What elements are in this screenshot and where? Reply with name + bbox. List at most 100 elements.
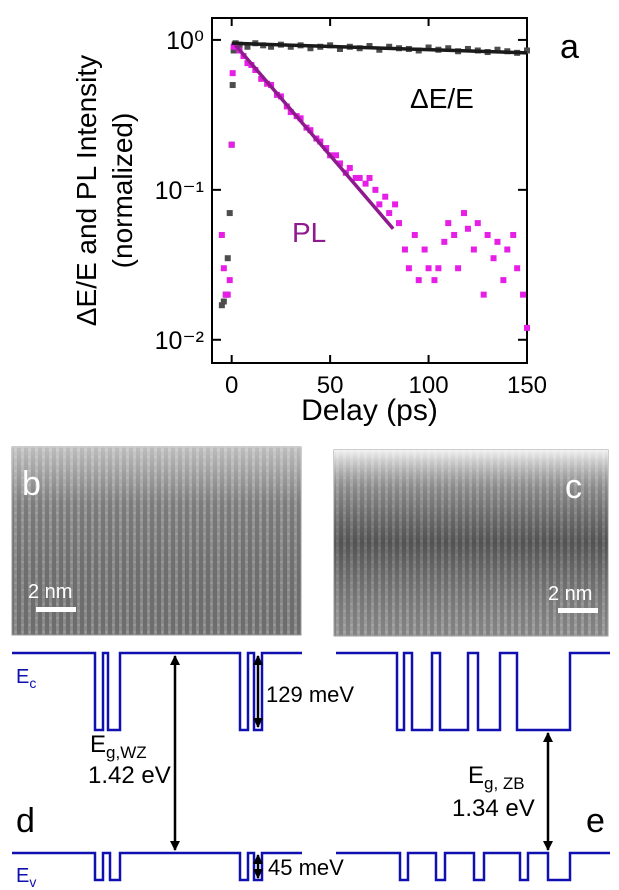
point (464, 45, 471, 52)
series-label: PL (292, 217, 326, 248)
point (376, 201, 383, 208)
point (494, 238, 501, 245)
y-axis-title: (normalized) (107, 113, 138, 269)
valence-band-zb (336, 851, 610, 882)
point (425, 44, 432, 51)
point (401, 246, 408, 253)
y-axis-title: ΔE/E and PL Intensity (71, 55, 102, 326)
point (356, 174, 363, 181)
point (224, 291, 231, 298)
subscript: c (29, 675, 36, 691)
subscript: v (29, 874, 36, 890)
scale-label: 2 nm (548, 583, 592, 605)
cb-offset: 129 meV (266, 682, 354, 707)
scale-label: 2 nm (28, 581, 72, 603)
subscript: g, ZB (484, 774, 525, 793)
x-tick-label: 100 (409, 372, 449, 399)
y-tick-label: 10⁻² (155, 327, 204, 355)
point (346, 164, 353, 171)
point (268, 43, 275, 50)
point (362, 180, 369, 187)
point (226, 210, 233, 217)
point (307, 45, 314, 52)
conduction-band-zb (336, 651, 610, 732)
fit-line (231, 41, 528, 55)
gap-label: Eg,WZ (90, 731, 147, 762)
point (336, 160, 343, 167)
panel-label: e (586, 802, 605, 840)
point (228, 141, 235, 148)
vb-offset: 45 meV (268, 855, 344, 880)
point (445, 220, 452, 227)
point (386, 210, 393, 217)
point (323, 145, 330, 152)
point (445, 45, 452, 52)
point (218, 231, 225, 238)
point (220, 265, 227, 272)
point (524, 47, 530, 54)
point (474, 220, 481, 227)
point (405, 265, 412, 272)
ec-label: Ec (16, 666, 36, 691)
gap-value: 1.42 eV (88, 762, 171, 789)
point (218, 302, 225, 309)
point (431, 277, 438, 284)
point (520, 291, 527, 298)
point (435, 265, 442, 272)
point (352, 174, 359, 181)
x-tick-label: 50 (317, 372, 344, 399)
point (297, 115, 304, 122)
gap-label: Eg, ZB (468, 762, 525, 793)
panel-label: d (16, 802, 35, 840)
series-label: ΔE/E (410, 83, 474, 114)
point (224, 255, 231, 262)
symbol: E (468, 762, 484, 789)
point (229, 82, 236, 89)
x-axis-title: Delay (ps) (301, 394, 438, 427)
point (514, 265, 521, 272)
subscript: g,WZ (106, 743, 147, 762)
panel-label: c (565, 468, 582, 506)
point (333, 152, 340, 159)
point (244, 43, 251, 50)
plot-frame (211, 17, 528, 364)
point (455, 265, 462, 272)
point (510, 231, 517, 238)
point (500, 277, 507, 284)
ev-label: Ev (16, 865, 36, 890)
point (470, 246, 477, 253)
point (494, 46, 501, 53)
point (229, 70, 236, 77)
point (441, 238, 448, 245)
point (244, 60, 251, 67)
point (226, 277, 233, 284)
panel-label: b (22, 465, 41, 503)
band-diagram: Ec Ev 129 meV 45 meV Eg,WZ 1.42 eV Eg, Z… (12, 651, 610, 890)
point (336, 45, 343, 52)
point (484, 231, 491, 238)
symbol: E (90, 731, 106, 758)
valence-band-wz (12, 851, 302, 882)
y-tick-label: 10⁰ (166, 27, 204, 55)
point (490, 255, 497, 262)
gap-value: 1.34 eV (452, 795, 535, 822)
conduction-band-wz (12, 651, 302, 732)
x-tick-label: 0 (225, 372, 238, 399)
point (411, 231, 418, 238)
symbol: E (16, 865, 29, 887)
scale-bar (558, 608, 598, 613)
point (480, 291, 487, 298)
plot: 0 50 100 150 10⁻² 10⁻¹ 10⁰ Delay (ps) ΔE/E and P… (71, 17, 579, 427)
point (258, 75, 265, 82)
point (464, 225, 471, 232)
symbol: E (16, 666, 29, 688)
point (392, 201, 399, 208)
point (230, 47, 237, 54)
tem-image-b: b 2 nm (11, 446, 302, 636)
point (425, 265, 432, 272)
panel-label: a (560, 28, 579, 66)
point (415, 277, 422, 284)
x-tick-label: 150 (507, 372, 547, 399)
point (382, 193, 389, 200)
